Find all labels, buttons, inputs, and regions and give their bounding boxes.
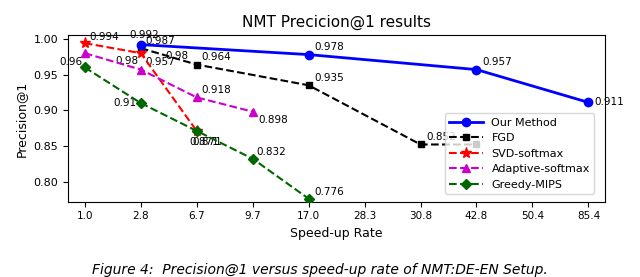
Greedy-MIPS [137, 101, 145, 105]
Our Method [137, 43, 145, 46]
Our Method [584, 101, 592, 104]
Text: 0.776: 0.776 [314, 186, 344, 197]
Line: SVD-softmax: SVD-softmax [79, 38, 202, 137]
Text: 0.911: 0.911 [594, 97, 624, 107]
Adaptive-softmax [137, 68, 145, 71]
FGD [137, 47, 145, 50]
Text: 0.852: 0.852 [426, 132, 456, 142]
Line: Adaptive-softmax: Adaptive-softmax [81, 49, 257, 116]
Text: 0.98: 0.98 [166, 51, 189, 61]
Text: 0.957: 0.957 [482, 57, 512, 67]
FGD [305, 84, 312, 87]
Text: 0.987: 0.987 [145, 36, 175, 46]
Text: 0.98: 0.98 [116, 56, 139, 66]
Adaptive-softmax [81, 52, 89, 55]
Text: 0.96: 0.96 [60, 57, 83, 67]
Text: 0.832: 0.832 [257, 147, 287, 157]
FGD [193, 63, 200, 66]
Text: 0.935: 0.935 [314, 73, 344, 83]
Adaptive-softmax [249, 110, 257, 113]
Text: Figure 4:  Precision@1 versus speed-up rate of NMT:DE-EN Setup.: Figure 4: Precision@1 versus speed-up ra… [92, 263, 548, 277]
Text: 0.978: 0.978 [314, 42, 344, 52]
Text: 0.91: 0.91 [113, 98, 136, 108]
Text: 0.918: 0.918 [201, 85, 230, 95]
Text: 0.957: 0.957 [145, 57, 175, 67]
SVD-softmax [137, 52, 145, 55]
Title: NMT Precicion@1 results: NMT Precicion@1 results [242, 15, 431, 30]
Text: 0.898: 0.898 [258, 115, 288, 125]
Greedy-MIPS [305, 197, 312, 200]
Text: 0.964: 0.964 [201, 52, 230, 62]
Greedy-MIPS [249, 157, 257, 160]
Y-axis label: Precision@1: Precision@1 [15, 80, 28, 157]
Our Method [305, 53, 312, 56]
FGD [417, 143, 424, 146]
Line: FGD: FGD [138, 45, 480, 148]
Greedy-MIPS [193, 129, 200, 133]
Text: 0.871: 0.871 [190, 137, 220, 147]
Greedy-MIPS [81, 66, 89, 69]
Line: Our Method: Our Method [136, 40, 593, 107]
Line: Greedy-MIPS: Greedy-MIPS [81, 64, 312, 202]
Our Method [473, 68, 481, 71]
SVD-softmax [193, 129, 200, 133]
Text: 0.871: 0.871 [193, 137, 222, 147]
FGD [473, 143, 481, 146]
Text: 0.994: 0.994 [89, 32, 119, 42]
SVD-softmax [81, 42, 89, 45]
Legend: Our Method, FGD, SVD-softmax, Adaptive-softmax, Greedy-MIPS: Our Method, FGD, SVD-softmax, Adaptive-s… [445, 113, 595, 194]
X-axis label: Speed-up Rate: Speed-up Rate [291, 227, 383, 240]
Text: 0.992: 0.992 [130, 30, 159, 40]
Adaptive-softmax [193, 96, 200, 99]
